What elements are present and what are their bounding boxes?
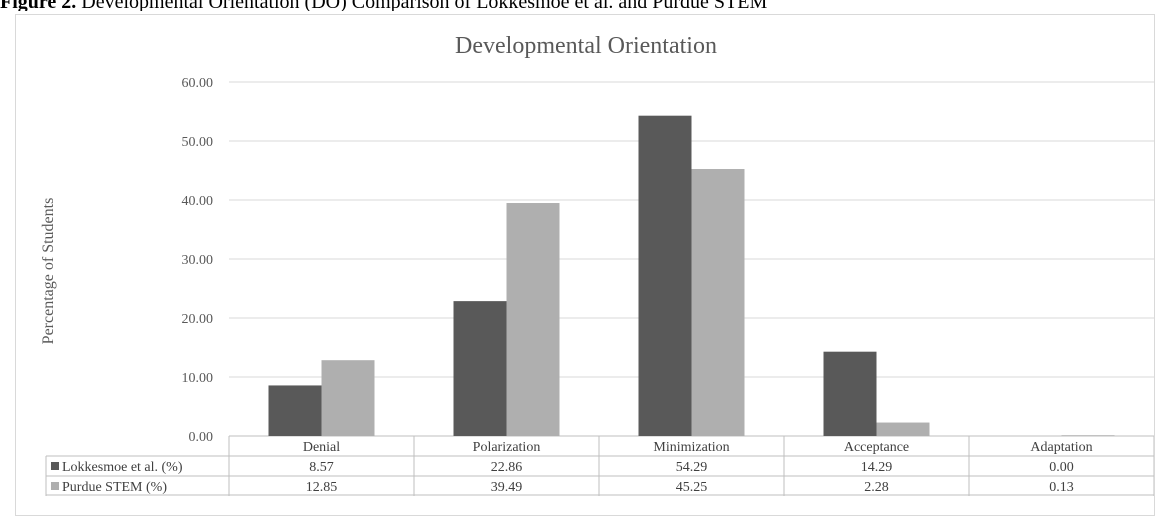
- data-label: 2.28: [864, 480, 889, 495]
- data-label: 14.29: [861, 460, 893, 475]
- bar-lokkesmoe-polarization: [453, 301, 507, 436]
- legend-swatch: [51, 482, 59, 490]
- data-label: 39.49: [491, 480, 523, 495]
- figure-caption: Figure 2. Developmental Orientation (DO)…: [0, 0, 1157, 11]
- y-tick-label: 20.00: [182, 312, 214, 327]
- bar-purdue-minimization: [691, 169, 745, 436]
- bars: [268, 115, 1115, 437]
- figure-caption-label: Figure 2.: [0, 0, 77, 11]
- data-label: 0.00: [1049, 460, 1074, 475]
- bar-chart: Developmental Orientation Percentage of …: [40, 33, 1154, 496]
- figure-caption-text: Developmental Orientation (DO) Compariso…: [76, 0, 768, 11]
- bar-purdue-polarization: [506, 203, 560, 436]
- x-tick-label: Minimization: [653, 440, 729, 455]
- chart-frame: Developmental Orientation Percentage of …: [15, 14, 1155, 516]
- data-label: 22.86: [491, 460, 523, 475]
- chart-title: Developmental Orientation: [455, 33, 717, 59]
- data-label: 0.13: [1049, 480, 1074, 495]
- x-tick-label: Acceptance: [844, 440, 909, 455]
- bar-lokkesmoe-denial: [268, 385, 322, 436]
- bar-purdue-denial: [321, 360, 375, 436]
- legend-entry: Purdue STEM (%): [62, 480, 167, 495]
- data-label: 12.85: [306, 480, 338, 495]
- y-tick-label: 50.00: [182, 135, 214, 150]
- data-label: 45.25: [676, 480, 708, 495]
- legend-swatch: [51, 462, 59, 470]
- y-tick-label: 0.00: [189, 430, 214, 445]
- y-axis-label: Percentage of Students: [40, 198, 57, 345]
- y-tick-labels: 0.00 10.00 20.00 30.00 40.00 50.00 60.00: [182, 76, 214, 445]
- bar-lokkesmoe-minimization: [638, 115, 692, 437]
- bar-lokkesmoe-acceptance: [823, 351, 877, 436]
- x-tick-label: Denial: [303, 440, 340, 455]
- bar-purdue-adaptation: [1061, 435, 1115, 436]
- bar-purdue-acceptance: [876, 422, 930, 436]
- x-tick-label: Polarization: [473, 440, 541, 455]
- x-tick-label: Adaptation: [1030, 440, 1092, 455]
- y-tick-label: 30.00: [182, 253, 214, 268]
- y-tick-label: 60.00: [182, 76, 214, 91]
- y-tick-label: 40.00: [182, 194, 214, 209]
- data-table: Denial Polarization Minimization Acceptance…: [45, 436, 1154, 496]
- y-tick-label: 10.00: [182, 371, 214, 386]
- data-label: 54.29: [676, 460, 708, 475]
- data-label: 8.57: [309, 460, 334, 475]
- legend-entry: Lokkesmoe et al. (%): [62, 460, 183, 475]
